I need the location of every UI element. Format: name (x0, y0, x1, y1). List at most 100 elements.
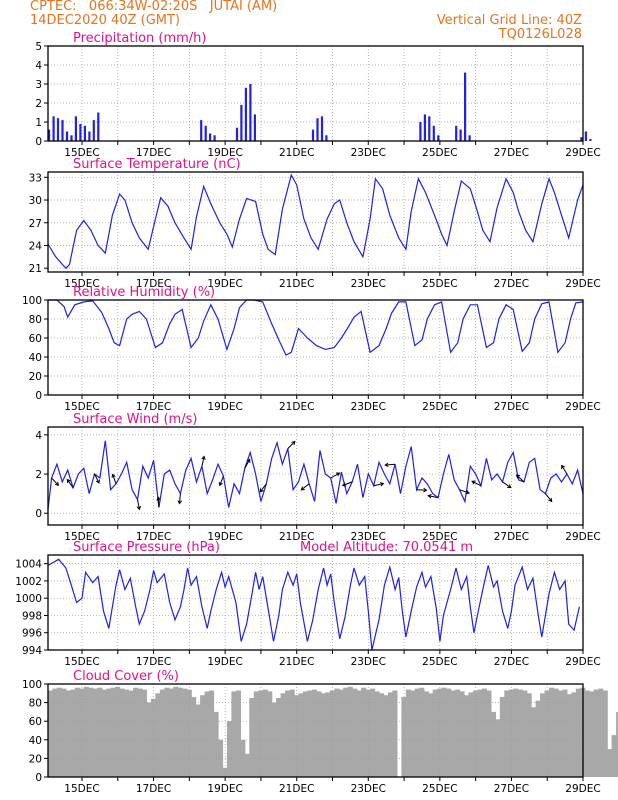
cloud-bar (240, 739, 246, 777)
y-tick-label: 2 (35, 469, 42, 481)
cloud-bar (432, 689, 438, 777)
y-tick-label: 0 (35, 508, 42, 520)
precip-bar (428, 116, 431, 141)
wind-arrow-head (111, 473, 116, 478)
cloud-bar (526, 693, 532, 777)
x-tick-label: 17DEC (136, 531, 171, 543)
precip-bar (235, 127, 239, 141)
x-tick-label: 27DEC (494, 783, 529, 795)
x-tick-label: 29DEC (565, 147, 600, 159)
cloud-bar (97, 687, 103, 777)
precip-bar (419, 122, 422, 141)
y-tick-label: 2 (35, 98, 42, 110)
cloud-bar (128, 690, 134, 777)
x-tick-label: 21DEC (279, 656, 314, 668)
wind-arrow-head (259, 488, 264, 493)
precip-bar (213, 135, 216, 141)
cloud-bar (83, 686, 89, 777)
panel-frame-temp (47, 171, 584, 273)
x-tick-label: 27DEC (494, 401, 529, 413)
x-tick-label: 23DEC (351, 531, 386, 543)
cloud-bar (124, 689, 130, 777)
wind-arrow-head (515, 474, 521, 479)
cloud-bar (549, 687, 555, 777)
cloud-bar (343, 687, 349, 777)
series-line-wind (47, 440, 584, 510)
y-tick-label: 60 (29, 333, 42, 345)
y-tick-label: 0 (35, 136, 42, 148)
cloud-bar (481, 688, 487, 777)
precip-bar (83, 125, 86, 141)
cloud-bar (602, 690, 608, 777)
x-tick-label: 25DEC (422, 401, 457, 413)
cloud-bar (388, 692, 394, 777)
x-tick-label: 21DEC (279, 147, 314, 159)
wind-arrow-head (54, 481, 60, 487)
x-tick-label: 19DEC (207, 147, 242, 159)
cloud-bar (258, 690, 264, 777)
cloud-bar (218, 739, 224, 777)
cloud-bar (428, 693, 434, 777)
cloud-bar (320, 693, 326, 777)
cloud-bar (499, 697, 505, 777)
cloud-bar (392, 690, 398, 777)
wind-arrow (428, 495, 439, 499)
panel-frame-pres (47, 554, 584, 651)
precip-bar (320, 116, 324, 141)
y-tick-label: 4 (35, 430, 42, 442)
panel-title-temp: Surface Temperature (nC) (73, 157, 241, 172)
cloud-bar (307, 690, 313, 777)
panel-frame-precip (47, 45, 584, 142)
panel-title-cloud: Cloud Cover (%) (73, 669, 179, 684)
cloud-bar (544, 690, 550, 777)
precip-bar (311, 129, 315, 141)
cloud-bar (477, 689, 483, 777)
precip-bar (240, 104, 243, 141)
cloud-bar (414, 688, 420, 777)
cloud-bar (325, 692, 331, 777)
wind-arrow-head (548, 497, 553, 503)
precip-bar (209, 133, 212, 141)
x-tick-label: 15DEC (64, 401, 99, 413)
x-tick-label: 19DEC (207, 656, 242, 668)
y-tick-label: 20 (29, 371, 42, 383)
y-tick-label: 1004 (15, 559, 42, 571)
wind-arrow (51, 477, 59, 486)
cloud-bar (92, 688, 98, 777)
wind-arrow (545, 493, 553, 502)
cloud-bar (611, 735, 617, 777)
cloud-bar (226, 721, 232, 777)
precip-bar (74, 116, 77, 141)
y-tick-label: 20 (29, 753, 42, 765)
cloud-bar (101, 689, 107, 777)
panel-frame-rh (47, 299, 584, 396)
x-tick-label: 15DEC (64, 656, 99, 668)
precip-bar (589, 139, 592, 141)
y-tick-label: 996 (22, 628, 42, 640)
x-tick-label: 21DEC (279, 783, 314, 795)
panel-title-wind: Surface Wind (m/s) (73, 412, 197, 427)
cloud-bar (464, 695, 470, 777)
precip-bar (316, 118, 319, 141)
panel-rh: Relative Humidity (%) 0 20 40 60 80 100 15DEC 17… (22, 285, 601, 413)
y-tick-label: 24 (29, 240, 43, 252)
cloud-bar (584, 690, 590, 777)
cloud-bar (88, 687, 94, 777)
cloud-bar (262, 689, 268, 777)
cloud-bar (531, 707, 537, 778)
wind-arrow (459, 489, 470, 494)
cloud-bar (177, 687, 183, 777)
cloud-bar (517, 689, 523, 777)
header-grid-note: Vertical Grid Line: 40Z (436, 13, 582, 28)
wind-arrow (561, 465, 568, 475)
x-tick-label: 17DEC (136, 783, 171, 795)
wind-arrow-head (66, 478, 71, 484)
cloud-bar (159, 689, 165, 777)
cloud-bar (352, 688, 358, 777)
x-tick-label: 25DEC (422, 531, 457, 543)
cloud-bar (231, 691, 237, 777)
x-tick-label: 27DEC (494, 656, 529, 668)
precip-bar (52, 116, 55, 141)
cloud-bar (52, 688, 58, 777)
cloud-bar (119, 688, 125, 777)
